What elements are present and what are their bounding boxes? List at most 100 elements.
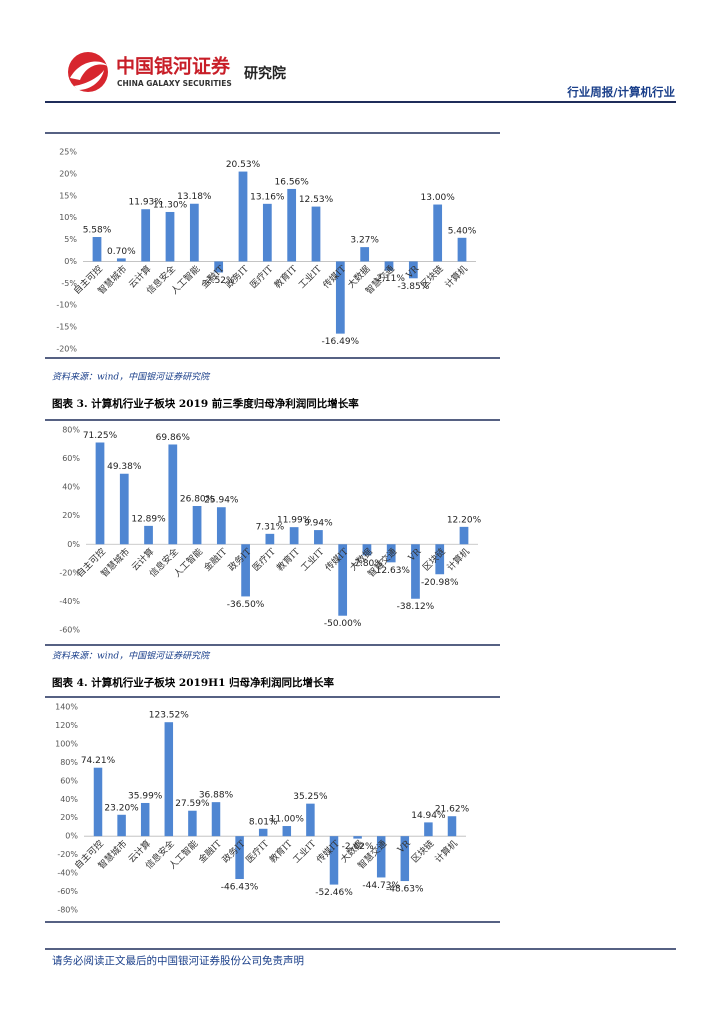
y-tick-label: 140% xyxy=(55,703,78,712)
bar xyxy=(329,836,339,885)
bar xyxy=(335,261,345,334)
value-label: -16.49% xyxy=(322,337,360,347)
bar xyxy=(306,803,315,837)
y-tick-label: -80% xyxy=(57,906,78,915)
x-tick-label: VR xyxy=(404,264,421,281)
value-label: 11.00% xyxy=(270,815,305,825)
x-tick-label: 计算机 xyxy=(442,263,470,291)
bar xyxy=(192,506,202,545)
value-label: -12.63% xyxy=(372,566,410,576)
logo-swoosh xyxy=(74,70,104,90)
value-label: -50.00% xyxy=(324,619,362,629)
y-tick-label: 5% xyxy=(64,235,77,244)
value-label: 71.25% xyxy=(83,431,118,441)
bar xyxy=(116,258,126,262)
value-label: -38.12% xyxy=(397,602,435,612)
bar xyxy=(384,261,394,271)
y-tick-label: 0% xyxy=(64,257,77,266)
bar xyxy=(211,802,221,837)
bar xyxy=(287,188,297,262)
x-tick-label: 金融IT xyxy=(196,838,224,866)
bar xyxy=(457,237,467,262)
value-label: 35.99% xyxy=(128,791,163,801)
y-tick-label: 0% xyxy=(67,540,80,549)
value-label: 23.20% xyxy=(104,803,139,813)
value-label: 27.59% xyxy=(175,799,210,809)
value-label: 25.94% xyxy=(204,496,239,506)
x-tick-label: 区块链 xyxy=(409,838,437,866)
y-tick-label: 25% xyxy=(59,148,77,157)
y-tick-label: -60% xyxy=(59,626,80,635)
bar xyxy=(353,836,362,839)
y-tick-label: 80% xyxy=(62,426,80,435)
value-label: 12.89% xyxy=(131,514,166,524)
value-label: -36.50% xyxy=(227,600,265,610)
y-tick-label: 20% xyxy=(59,169,77,178)
y-tick-label: 40% xyxy=(60,795,78,804)
bar xyxy=(216,507,226,545)
x-tick-label: 金融IT xyxy=(201,546,229,574)
bar xyxy=(214,261,224,273)
value-label: 5.58% xyxy=(83,226,112,236)
value-label: 8.01% xyxy=(249,817,278,827)
bar xyxy=(258,828,268,837)
y-tick-label: 60% xyxy=(60,776,78,785)
value-label: 9.94% xyxy=(304,519,333,529)
value-label: -52.46% xyxy=(315,888,353,898)
bar xyxy=(241,544,250,597)
bar xyxy=(362,544,372,556)
x-tick-label: 工业IT xyxy=(297,264,324,291)
x-tick-label: VR xyxy=(396,839,413,856)
value-label: 11.30% xyxy=(153,200,188,210)
bar xyxy=(338,544,348,616)
value-label: 123.52% xyxy=(149,711,189,721)
value-label: 21.62% xyxy=(435,805,470,815)
value-label: 26.80% xyxy=(180,495,215,505)
bar xyxy=(165,211,175,262)
bar xyxy=(282,826,292,837)
y-tick-label: -20% xyxy=(56,345,77,354)
x-tick-label: 工业IT xyxy=(299,546,326,573)
value-label: 74.21% xyxy=(81,756,116,766)
institute: 研究院 xyxy=(244,65,286,82)
y-tick-label: 0% xyxy=(65,832,78,841)
y-tick-label: -40% xyxy=(59,597,80,606)
value-label: 16.56% xyxy=(275,177,310,187)
bar xyxy=(408,261,418,279)
bar xyxy=(400,836,410,882)
source-note: 资料来源：wind，中国银河证券研究院 xyxy=(52,651,211,662)
bar xyxy=(93,767,103,837)
bar xyxy=(117,814,126,837)
value-label: 12.53% xyxy=(299,195,334,205)
x-tick-label: 区块链 xyxy=(418,263,446,291)
bar xyxy=(289,527,299,545)
bar xyxy=(189,203,199,262)
value-label: 35.25% xyxy=(293,792,328,802)
bar xyxy=(459,526,469,545)
figure-caption: 图表 4. 计算机行业子板块 2019H1 归母净利润同比增长率 xyxy=(52,676,335,689)
x-tick-label: 医疗IT xyxy=(250,546,278,574)
y-tick-label: -15% xyxy=(56,323,77,332)
y-tick-label: -5% xyxy=(61,279,77,288)
bar xyxy=(376,836,386,878)
y-tick-label: 20% xyxy=(60,813,78,822)
value-label: 69.86% xyxy=(156,433,191,443)
x-tick-label: 工业IT xyxy=(291,838,318,865)
x-tick-label: 教育IT xyxy=(267,838,295,866)
value-label: -7.80% xyxy=(351,559,383,569)
value-label: -2.52% xyxy=(203,276,235,286)
value-label: -44.73% xyxy=(362,881,400,891)
bar xyxy=(95,442,105,545)
bar xyxy=(238,171,248,262)
value-label: -46.43% xyxy=(221,883,259,893)
bar xyxy=(424,822,433,837)
value-label: 0.70% xyxy=(107,247,136,257)
bar xyxy=(360,247,370,262)
bar xyxy=(119,473,129,545)
logo xyxy=(68,52,108,92)
value-label: 13.18% xyxy=(177,192,212,202)
y-tick-label: 60% xyxy=(62,454,80,463)
bar xyxy=(235,836,244,880)
